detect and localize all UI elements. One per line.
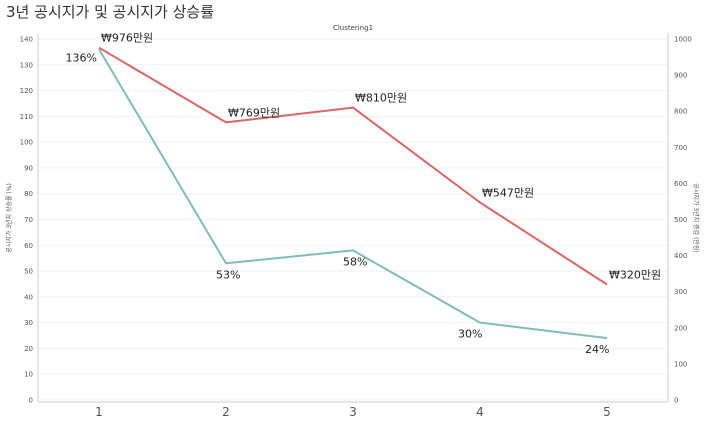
left-tick-label: 100	[20, 139, 33, 147]
left-tick-label: 120	[20, 87, 33, 95]
right-tick-label: 700	[674, 144, 687, 152]
left-tick-label: 20	[24, 345, 33, 353]
value-series-line	[98, 46, 608, 286]
value-data-label: ₩547만원	[482, 187, 534, 200]
x-tick-label: 4	[476, 405, 484, 419]
left-axis-label: 공시지가 3년치 상승률 (%)	[5, 183, 13, 253]
x-tick-label: 1	[95, 405, 103, 419]
rate-data-label: 24%	[585, 343, 609, 356]
left-axis-ticks: 0 10 20 30 40 50 60 70 80 90 100 110 120 130 140	[20, 36, 33, 405]
chart-subtitle: Clustering1	[333, 24, 373, 32]
right-tick-label: 600	[674, 180, 687, 188]
left-tick-label: 80	[24, 190, 33, 198]
x-axis-ticks: 1 2 3 4 5	[95, 405, 611, 419]
left-tick-label: 90	[24, 164, 33, 172]
right-tick-label: 500	[674, 216, 687, 224]
x-tick-label: 2	[222, 405, 230, 419]
left-tick-label: 0	[29, 397, 33, 405]
value-data-label: ₩769만원	[228, 106, 280, 119]
x-tick-label: 3	[349, 405, 357, 419]
left-tick-label: 50	[24, 268, 33, 276]
value-data-label: ₩320만원	[609, 268, 661, 281]
series-lines	[98, 46, 608, 340]
right-axis-ticks: 0 100 200 300 400 500 600 700 800 900 1000	[674, 36, 692, 405]
left-tick-label: 40	[24, 293, 33, 301]
right-tick-label: 400	[674, 252, 687, 260]
left-tick-label: 70	[24, 216, 33, 224]
right-axis-label: 공시지가 3년치 증감 (만원)	[692, 183, 700, 252]
left-tick-label: 130	[20, 61, 33, 69]
left-tick-label: 60	[24, 242, 33, 250]
rate-data-label: 58%	[343, 255, 367, 268]
value-data-label: ₩810만원	[355, 92, 407, 105]
right-tick-label: 100	[674, 360, 687, 368]
rate-data-label: 53%	[216, 268, 240, 281]
right-tick-label: 1000	[674, 36, 692, 44]
right-tick-label: 0	[674, 397, 678, 405]
page-title: 3년 공시지가 및 공시지가 상승률	[6, 3, 214, 21]
right-tick-label: 800	[674, 108, 687, 116]
left-tick-label: 30	[24, 319, 33, 327]
right-tick-label: 900	[674, 72, 687, 80]
rate-data-label: 136%	[66, 51, 97, 64]
left-tick-label: 110	[20, 113, 33, 121]
right-tick-label: 200	[674, 324, 687, 332]
left-tick-label: 10	[24, 371, 33, 379]
data-labels: 136% 53% 58% 30% 24% ₩976만원 ₩769만원 ₩810만원 ₩547만원…	[66, 32, 662, 356]
rate-data-label: 30%	[458, 328, 482, 341]
right-tick-label: 300	[674, 288, 687, 296]
left-tick-label: 140	[20, 36, 33, 44]
rate-series-line	[98, 48, 608, 340]
gridlines	[38, 38, 668, 401]
x-tick-label: 5	[603, 405, 611, 419]
value-data-label: ₩976만원	[101, 32, 153, 45]
